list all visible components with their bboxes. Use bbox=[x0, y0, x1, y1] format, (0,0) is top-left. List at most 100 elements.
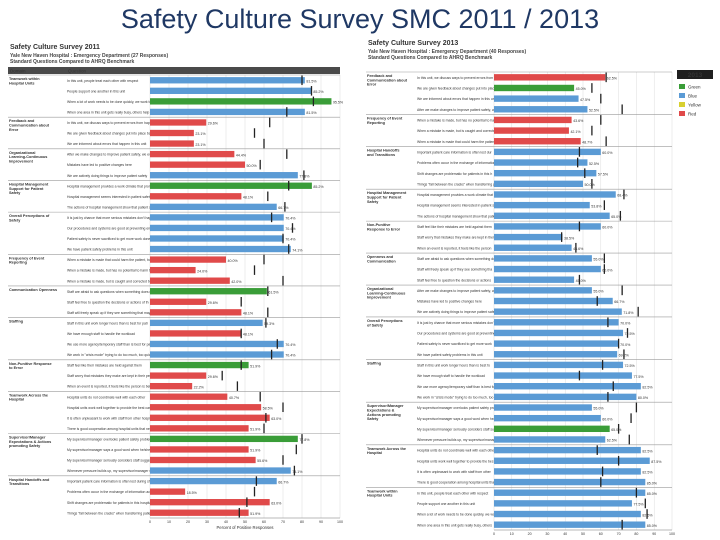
question-label: My supervisor/manager overlooks patient … bbox=[417, 406, 498, 410]
question-label: We are given feedback about changes put … bbox=[417, 87, 499, 91]
bar bbox=[150, 340, 284, 348]
bar bbox=[150, 193, 242, 200]
data-label: 68.4% bbox=[617, 194, 628, 198]
data-label: 60.0% bbox=[602, 226, 613, 230]
tick-label: 20 bbox=[528, 532, 532, 536]
header-domain: Domain bbox=[10, 69, 26, 74]
bar bbox=[494, 297, 613, 305]
question-label: When one area in this unit gets really b… bbox=[67, 110, 152, 114]
question-label: In this unit, we discuss ways to prevent… bbox=[417, 76, 493, 80]
question-label: In this unit, we discuss ways to prevent… bbox=[67, 121, 154, 125]
bar bbox=[150, 214, 284, 221]
data-label: 29.6% bbox=[208, 122, 219, 126]
chart-panel-2013: Safety Culture Survey 2013 Yale New Have… bbox=[364, 40, 716, 538]
bar bbox=[494, 478, 646, 486]
question-label: The actions of hospital management show … bbox=[417, 214, 498, 218]
bar bbox=[150, 182, 312, 189]
data-label: 63.0% bbox=[271, 417, 282, 421]
data-label: 74.1% bbox=[292, 248, 303, 252]
data-label: 70.4% bbox=[285, 343, 296, 347]
x-axis-label: Percent of Positive Responses bbox=[216, 525, 273, 530]
question-label: In this unit, people treat each other wi… bbox=[417, 491, 488, 495]
question-label: We have enough staff to handle the workl… bbox=[417, 374, 485, 378]
question-label: Whenever pressure builds up, my supervis… bbox=[417, 438, 502, 442]
data-label: 55.6% bbox=[257, 459, 268, 463]
legend-swatch bbox=[679, 111, 685, 116]
data-label: 70.4% bbox=[285, 238, 296, 242]
slide-title: Safety Culture Survey SMC 2011 / 2013 bbox=[120, 4, 600, 34]
legend-label: Red bbox=[688, 112, 697, 117]
data-label: 77.5% bbox=[633, 375, 644, 379]
domain-label: Teamwork within Hospital Units bbox=[367, 489, 398, 497]
bar bbox=[150, 509, 249, 516]
question-label: We are informed about errors that happen… bbox=[417, 97, 496, 101]
tick-label: 50 bbox=[581, 532, 585, 536]
data-label: 81.5% bbox=[306, 111, 317, 115]
question-label: Staff will freely speak up if they see s… bbox=[417, 268, 492, 272]
question-label: We have patient safety problems in this … bbox=[417, 353, 483, 357]
data-label: 82.5% bbox=[642, 471, 653, 475]
question-label: Hospital units do not coordinate well wi… bbox=[67, 395, 146, 399]
data-label: 85.2% bbox=[313, 185, 324, 189]
domain-label: Overall Perceptions of Safety bbox=[367, 319, 403, 327]
data-label: 55.0% bbox=[593, 258, 604, 262]
domain-label: Teamwork Across the Hospital bbox=[9, 393, 48, 401]
tick-label: 40 bbox=[224, 520, 228, 524]
tick-label: 60 bbox=[262, 520, 266, 524]
question-label: We are actively doing things to improve … bbox=[417, 310, 495, 314]
data-label: 48.1% bbox=[243, 333, 254, 337]
domain-label: Staffing bbox=[9, 320, 24, 324]
year-box bbox=[677, 70, 713, 79]
tick-label: 60 bbox=[599, 532, 603, 536]
data-label: 66.7% bbox=[614, 300, 625, 304]
bar bbox=[494, 308, 622, 315]
bar bbox=[494, 223, 601, 230]
bar bbox=[494, 255, 592, 262]
question-label: My supervisor/manager says a good word w… bbox=[417, 417, 503, 421]
bar bbox=[494, 372, 632, 379]
question-label: There is good cooperation among hospital… bbox=[417, 481, 495, 485]
data-label: 24.0% bbox=[197, 269, 208, 273]
question-label: Hospital units work well together to pro… bbox=[67, 406, 152, 410]
question-label: Things "fall between the cracks" when tr… bbox=[67, 511, 153, 515]
bar bbox=[494, 319, 619, 326]
question-label: Staff are afraid to ask questions when s… bbox=[417, 257, 497, 261]
tick-label: 50 bbox=[243, 520, 247, 524]
question-label: Hospital management provides a work clim… bbox=[67, 184, 158, 188]
question-label: It is often unpleasant to work with staf… bbox=[67, 416, 150, 420]
bar bbox=[150, 224, 284, 232]
bar bbox=[150, 150, 235, 158]
bar bbox=[494, 74, 606, 81]
bar bbox=[150, 361, 249, 369]
bar bbox=[150, 499, 270, 506]
question-label: Important patient care information is of… bbox=[67, 480, 151, 484]
question-label: Hospital management provides a work clim… bbox=[417, 193, 499, 197]
bar bbox=[150, 172, 298, 179]
data-label: 43.6% bbox=[573, 119, 584, 123]
question-label: We work in "crisis mode" trying to do to… bbox=[67, 353, 153, 357]
bar-chart-2013: Feedback and Communication about Error Freq… bbox=[366, 70, 713, 536]
data-label: 82.5% bbox=[642, 385, 653, 389]
bar bbox=[494, 95, 579, 102]
data-label: 62.5% bbox=[607, 77, 618, 81]
data-label: 51.9% bbox=[250, 428, 261, 432]
data-label: 48.7% bbox=[582, 140, 593, 144]
domain-label: Hospital Management Support for Patient Sa… bbox=[367, 191, 407, 204]
data-label: 70.4% bbox=[285, 217, 296, 221]
question-label: The actions of hospital management show … bbox=[67, 205, 157, 209]
question-label: Staff worry that mistakes they make are … bbox=[67, 374, 153, 378]
data-label: 50.0% bbox=[247, 164, 258, 168]
bar bbox=[150, 488, 186, 495]
data-label: 50.0% bbox=[585, 183, 596, 187]
question-label: Hospital management seems interested in … bbox=[67, 195, 157, 199]
data-label: 85.2% bbox=[313, 90, 324, 94]
question-label: Staff worry that mistakes they make are … bbox=[417, 236, 494, 240]
question-label: My supervisor/manager says a good word w… bbox=[67, 448, 161, 452]
question-label: Our procedures and systems are good at p… bbox=[417, 332, 500, 336]
data-label: 60.0% bbox=[602, 417, 613, 421]
domain-label: Openness and Communication bbox=[367, 255, 396, 263]
data-label: 72.5% bbox=[625, 364, 636, 368]
question-label: Patient safety is never sacrificed to ge… bbox=[417, 342, 492, 346]
question-label: Staff are afraid to ask questions when s… bbox=[67, 290, 154, 294]
bar bbox=[494, 489, 646, 496]
